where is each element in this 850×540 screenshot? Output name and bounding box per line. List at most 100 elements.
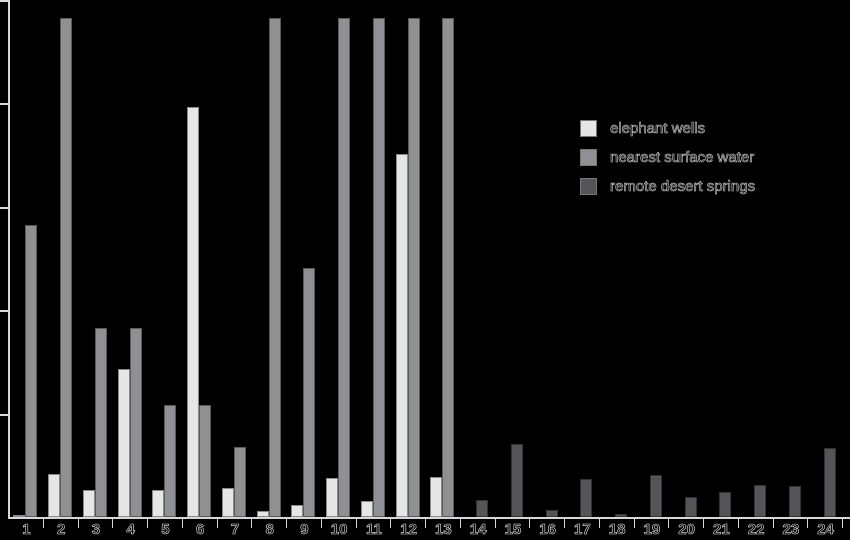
y-tick <box>0 413 9 416</box>
bar-nearest-surface-water-7 <box>233 446 246 517</box>
x-tick-label: 13 <box>435 521 452 539</box>
legend-label: remote desert springs <box>610 178 756 196</box>
y-tick <box>0 0 9 2</box>
bar-elephant-wells-4 <box>117 369 130 517</box>
x-tick-label: 24 <box>817 521 834 539</box>
bar-nearest-surface-water-6 <box>199 405 212 517</box>
legend-swatch-elephant-wells <box>580 120 597 137</box>
bar-remote-desert-springs-15 <box>510 443 523 517</box>
x-tick-label: 14 <box>469 521 487 539</box>
bar-remote-desert-springs-18 <box>615 513 628 517</box>
bar-nearest-surface-water-3 <box>94 327 107 517</box>
bar-remote-desert-springs-23 <box>788 485 801 517</box>
x-tick-label: 20 <box>678 521 695 539</box>
legend: elephant wells nearest surface water rem… <box>580 114 755 201</box>
bar-remote-desert-springs-19 <box>649 474 662 517</box>
x-tick-label: 22 <box>747 521 765 539</box>
bar-remote-desert-springs-14 <box>476 500 489 517</box>
x-tick <box>564 518 565 528</box>
bar-remote-desert-springs-22 <box>754 484 767 517</box>
bar-elephant-wells-11 <box>360 501 373 517</box>
x-tick <box>355 518 357 528</box>
x-tick <box>390 518 392 528</box>
y-tick <box>0 206 9 209</box>
x-tick <box>529 518 531 528</box>
bar-nearest-surface-water-9 <box>303 267 316 517</box>
x-tick-label: 7 <box>230 521 240 539</box>
bar-nearest-surface-water-13 <box>442 17 455 517</box>
x-tick-label: 2 <box>56 521 66 539</box>
x-tick-label: 19 <box>643 521 661 539</box>
x-tick <box>181 518 183 528</box>
x-tick <box>807 518 809 528</box>
x-tick <box>320 518 322 528</box>
x-tick <box>668 518 670 528</box>
x-tick-label: 16 <box>539 521 556 539</box>
x-tick <box>42 518 44 528</box>
x-tick-label: 8 <box>265 521 274 539</box>
legend-item-elephant-wells: elephant wells <box>580 114 755 143</box>
bar-elephant-wells-5 <box>152 490 165 517</box>
bar-nearest-surface-water-10 <box>338 17 351 517</box>
x-tick <box>842 518 843 528</box>
legend-swatch-nearest-surface-water <box>580 149 597 166</box>
x-tick-label: 3 <box>91 521 101 539</box>
legend-item-remote-desert-springs: remote desert springs <box>580 172 755 201</box>
bar-elephant-wells-12 <box>395 154 408 517</box>
bar-remote-desert-springs-24 <box>823 447 836 517</box>
x-tick-label: 18 <box>608 521 626 539</box>
bar-remote-desert-springs-16 <box>545 509 558 517</box>
x-tick-label: 9 <box>300 521 309 539</box>
x-tick <box>251 518 253 528</box>
x-tick <box>112 518 114 528</box>
bar-elephant-wells-8 <box>256 510 269 517</box>
bar-elephant-wells-6 <box>187 106 200 517</box>
x-tick-label: 6 <box>195 521 205 539</box>
bar-nearest-surface-water-12 <box>407 17 420 517</box>
bar-elephant-wells-2 <box>48 473 61 517</box>
x-tick-label: 17 <box>574 521 591 539</box>
x-tick <box>425 518 426 528</box>
x-tick <box>286 518 287 528</box>
bar-remote-desert-springs-20 <box>684 497 697 517</box>
x-tick <box>737 518 739 528</box>
bar-elephant-wells-10 <box>326 477 339 517</box>
bar-nearest-surface-water-4 <box>129 327 142 517</box>
bar-elephant-wells-7 <box>221 488 234 517</box>
y-tick <box>0 103 9 106</box>
bar-nearest-surface-water-2 <box>60 17 73 517</box>
y-tick <box>0 310 9 313</box>
legend-swatch-remote-desert-springs <box>580 178 597 195</box>
legend-label: nearest surface water <box>610 149 755 167</box>
bar-elephant-wells-1 <box>13 514 26 517</box>
x-tick <box>459 518 461 528</box>
x-axis <box>8 517 850 519</box>
x-tick-label: 4 <box>126 521 135 539</box>
bar-nearest-surface-water-11 <box>372 17 385 517</box>
bar-nearest-surface-water-1 <box>25 225 38 517</box>
bar-nearest-surface-water-5 <box>164 405 177 517</box>
x-tick <box>147 518 148 528</box>
x-tick <box>494 518 496 528</box>
x-tick-label: 10 <box>330 521 348 539</box>
bar-remote-desert-springs-17 <box>580 478 593 517</box>
x-tick <box>216 518 218 528</box>
x-tick <box>598 518 600 528</box>
x-tick-label: 15 <box>504 521 522 539</box>
x-tick-label: 23 <box>782 521 800 539</box>
bar-elephant-wells-13 <box>430 476 443 517</box>
x-tick-label: 12 <box>400 521 417 539</box>
legend-label: elephant wells <box>610 120 706 138</box>
bar-elephant-wells-3 <box>82 490 95 517</box>
x-tick-label: 11 <box>365 521 382 539</box>
x-tick <box>772 518 774 528</box>
legend-item-nearest-surface-water: nearest surface water <box>580 143 755 172</box>
x-tick <box>633 518 635 528</box>
x-tick-label: 1 <box>22 521 31 539</box>
x-tick-label: 5 <box>161 521 170 539</box>
bar-nearest-surface-water-8 <box>268 17 281 517</box>
x-tick-label: 21 <box>713 521 730 539</box>
x-tick <box>703 518 704 528</box>
bar-remote-desert-springs-21 <box>719 492 732 517</box>
